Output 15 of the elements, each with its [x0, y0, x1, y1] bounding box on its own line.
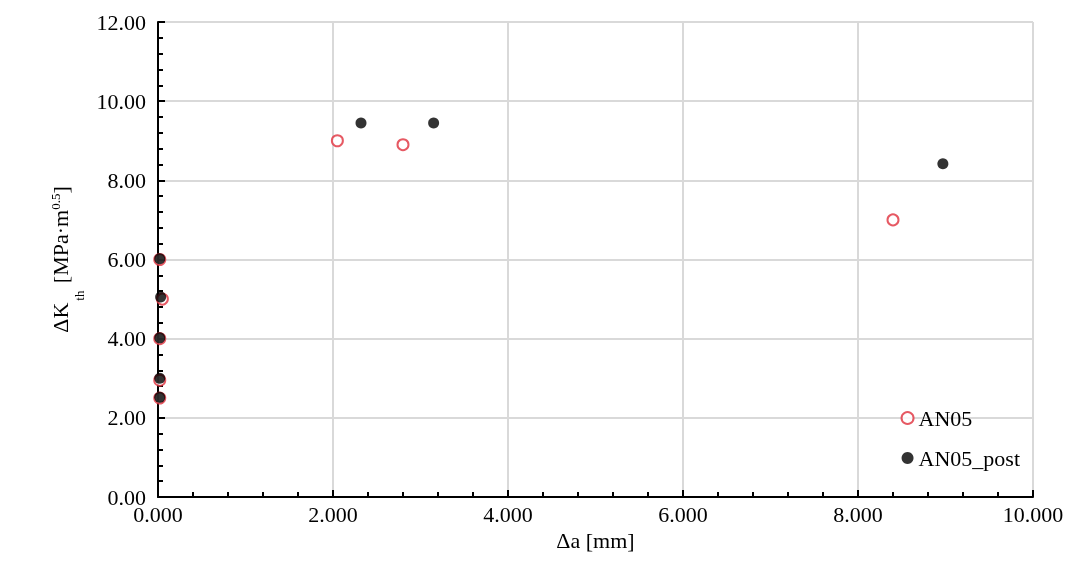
y-tick-label: 6.00 [107, 247, 146, 272]
legend-label: AN05 [918, 405, 973, 431]
y-tick-label: 2.00 [107, 405, 146, 431]
y-tick-label: 8.00 [107, 167, 146, 193]
x-tick-label: 6.000 [658, 501, 708, 527]
x-tick-label: 2.000 [308, 501, 358, 527]
y-axis-title: ΔKth [MPa·m0.5] [47, 186, 87, 333]
y-tick-label: 10.00 [96, 88, 146, 114]
x-axis-title: Δa [mm] [556, 528, 635, 554]
y-tick-label: 4.00 [107, 326, 146, 352]
x-tick-label: 4.000 [483, 501, 533, 527]
y-tick-label: 12.00 [96, 9, 146, 35]
x-tick-label: 8.000 [833, 501, 883, 527]
x-tick-label: 10.000 [1002, 501, 1064, 527]
legend-label: AN05_post [918, 445, 1020, 471]
